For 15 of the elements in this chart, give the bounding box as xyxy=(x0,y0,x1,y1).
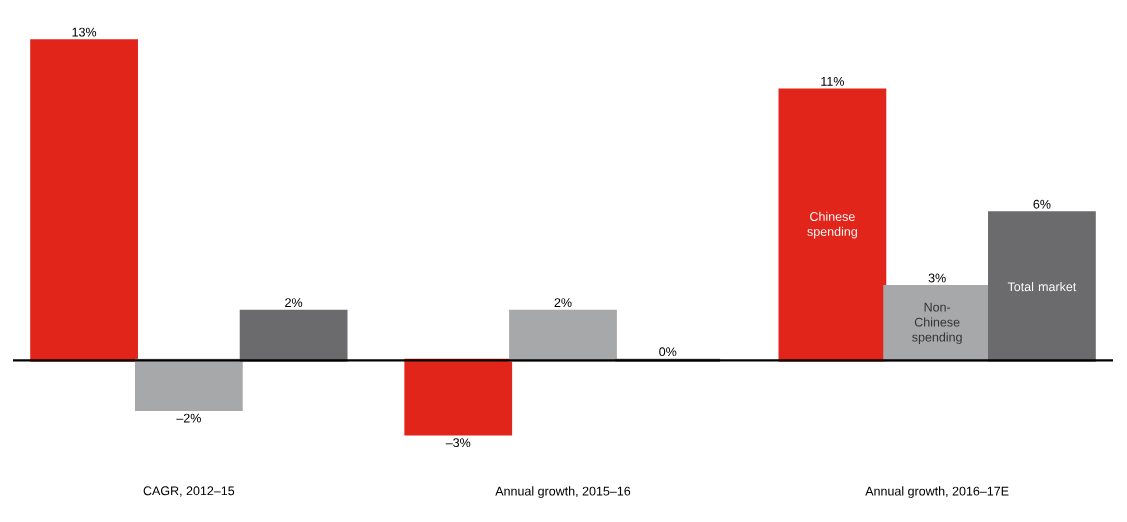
data-label: 0% xyxy=(659,347,677,357)
data-label: 13% xyxy=(72,27,97,37)
data-label: 3% xyxy=(928,273,946,283)
data-label: –2% xyxy=(176,413,201,423)
series-label: Non-Chinese spending xyxy=(912,302,962,345)
data-label: 2% xyxy=(554,298,572,307)
data-label: 2% xyxy=(285,298,303,307)
data-label: 6% xyxy=(1033,199,1051,209)
x-tick-label: Annual growth, 2015–16 xyxy=(495,486,631,499)
data-label: –3% xyxy=(445,438,471,448)
x-tick-label: CAGR, 2012–15 xyxy=(143,486,235,497)
x-tick-label: Annual growth, 2016–17E xyxy=(865,486,1009,499)
series-label: Total market xyxy=(1007,281,1077,292)
data-label: 11% xyxy=(821,76,844,86)
series-label: Chinese spending xyxy=(807,211,857,239)
